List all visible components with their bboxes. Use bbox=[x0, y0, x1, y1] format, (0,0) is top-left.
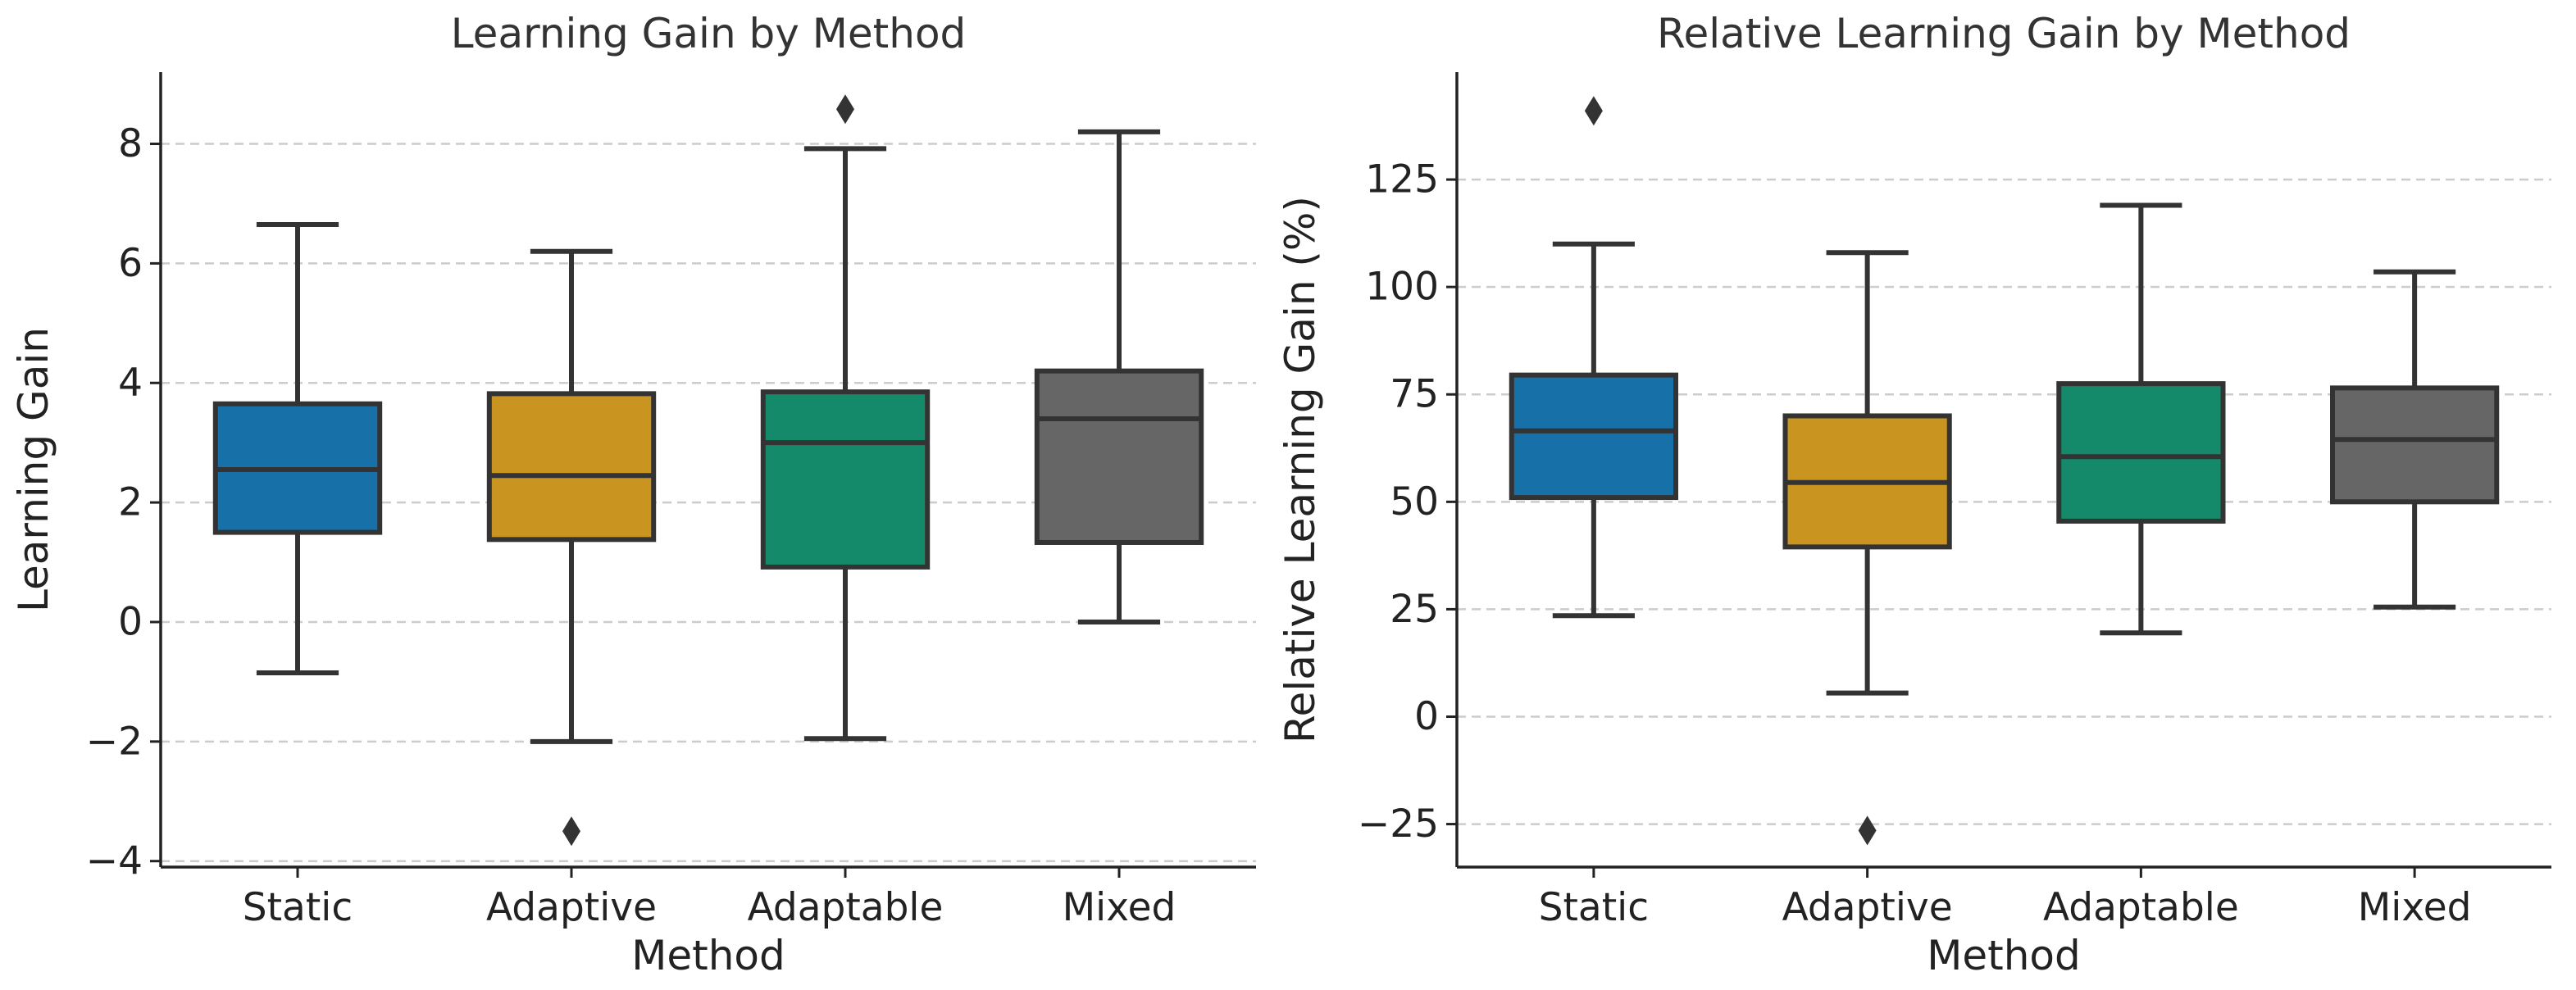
x-tick-label-adaptive: Adaptive bbox=[1782, 885, 1953, 930]
y-tick-label-100: 100 bbox=[1365, 265, 1439, 310]
y-tick-label-125: 125 bbox=[1365, 157, 1439, 202]
iqr-box-adaptable bbox=[2056, 381, 2226, 524]
iqr-box-mixed bbox=[1034, 368, 1204, 545]
box-static bbox=[212, 221, 383, 675]
box-adaptable bbox=[760, 94, 931, 742]
y-tick-label-0: 0 bbox=[118, 599, 143, 644]
iqr-box-mixed bbox=[2330, 385, 2500, 505]
outlier-adaptive-0 bbox=[562, 816, 580, 847]
y-tick-label-25: −25 bbox=[1358, 802, 1439, 847]
y-tick-label-6: 6 bbox=[118, 241, 143, 286]
box-mixed bbox=[2330, 269, 2500, 610]
iqr-box-adaptive bbox=[486, 391, 657, 543]
x-axis-label: Method bbox=[631, 932, 785, 979]
x-tick-label-mixed: Mixed bbox=[1063, 885, 1176, 930]
learning-gain-panel: −4 −2 0 2 4 6 8 Static Adaptive Adaptable Mixed Lea… bbox=[10, 10, 1256, 979]
y-tick-label-0: 0 bbox=[1414, 694, 1439, 739]
y-axis-label: Relative Learning Gain (%) bbox=[1277, 196, 1324, 743]
outlier-adaptable-0 bbox=[836, 94, 854, 125]
chart-title: Relative Learning Gain by Method bbox=[1657, 10, 2351, 57]
x-tick-label-adaptive: Adaptive bbox=[486, 885, 657, 930]
x-tick-label-static: Static bbox=[243, 885, 353, 930]
y-tick-label-50: 50 bbox=[1390, 479, 1439, 525]
chart-title: Learning Gain by Method bbox=[451, 10, 967, 57]
y-tick-label-4: 4 bbox=[118, 361, 143, 406]
x-tick-label-mixed: Mixed bbox=[2358, 885, 2472, 930]
box-adaptive bbox=[486, 248, 657, 847]
x-tick-label-static: Static bbox=[1539, 885, 1649, 930]
y-tick-label-4: −4 bbox=[86, 838, 143, 883]
box-adaptive bbox=[1782, 250, 1952, 846]
box-mixed bbox=[1034, 129, 1204, 624]
y-tick-label-8: 8 bbox=[118, 121, 143, 166]
box-static bbox=[1509, 96, 1678, 619]
box-adaptable bbox=[2056, 202, 2226, 636]
iqr-box-static bbox=[1509, 372, 1678, 501]
x-tick-label-adaptable: Adaptable bbox=[2043, 885, 2239, 930]
y-tick-label-2: 2 bbox=[118, 480, 143, 525]
y-tick-label-2: −2 bbox=[86, 719, 143, 764]
y-tick-label-75: 75 bbox=[1390, 372, 1439, 417]
y-axis-label: Learning Gain bbox=[10, 327, 57, 612]
outlier-adaptive-0 bbox=[1858, 815, 1877, 846]
outlier-static-0 bbox=[1584, 96, 1603, 126]
x-axis-label: Method bbox=[1927, 932, 2081, 979]
iqr-box-adaptable bbox=[760, 389, 931, 570]
x-tick-label-adaptable: Adaptable bbox=[748, 885, 944, 930]
y-tick-label-25: 25 bbox=[1390, 587, 1439, 632]
